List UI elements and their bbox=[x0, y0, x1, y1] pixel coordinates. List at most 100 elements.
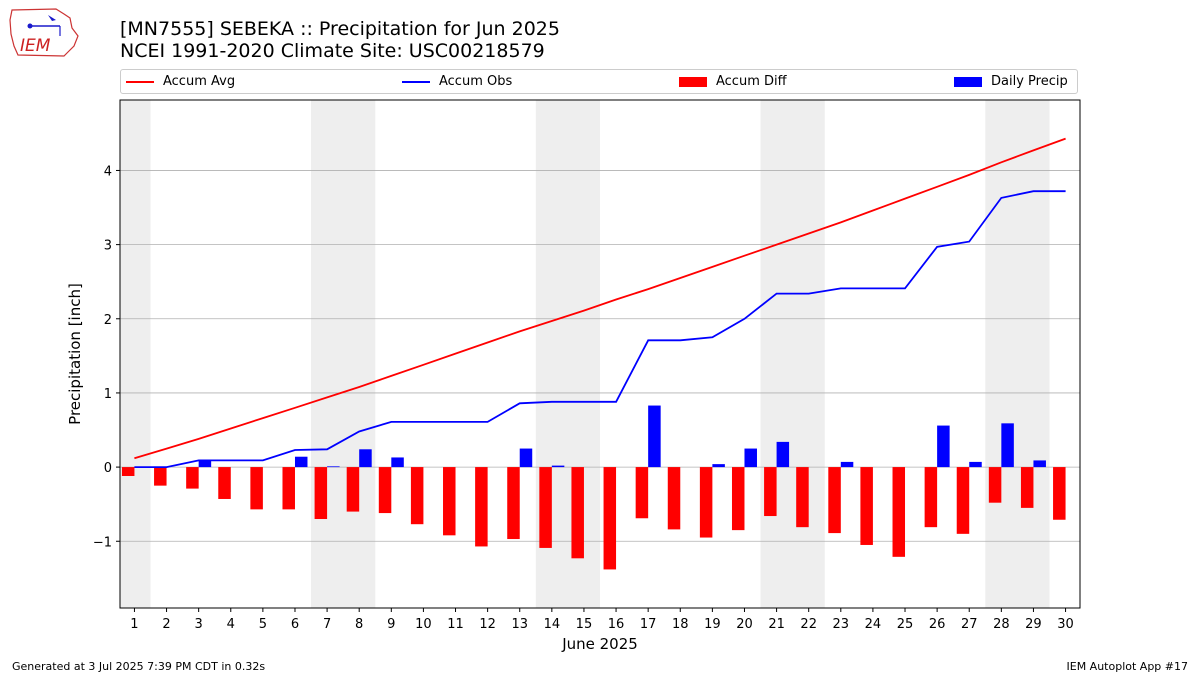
accum-diff-bar-24 bbox=[860, 467, 873, 545]
x-tick-label-6: 6 bbox=[291, 617, 299, 632]
chart-title: [MN7555] SEBEKA :: Precipitation for Jun… bbox=[120, 18, 560, 40]
legend-swatch-daily-precip bbox=[954, 76, 982, 87]
legend-label-daily-precip: Daily Precip bbox=[991, 74, 1068, 89]
accum-diff-bar-17 bbox=[635, 467, 649, 519]
x-tick-label-9: 9 bbox=[387, 617, 395, 632]
daily-precip-bar-21 bbox=[776, 441, 790, 468]
x-tick-label-23: 23 bbox=[833, 617, 850, 632]
x-tick-label-5: 5 bbox=[259, 617, 267, 632]
y-tick-label-0: 0 bbox=[104, 461, 112, 476]
x-tick-label-24: 24 bbox=[865, 617, 882, 632]
accum-diff-bar-30 bbox=[1053, 467, 1066, 520]
x-tick-label-3: 3 bbox=[195, 617, 203, 632]
accum-diff-bar-23 bbox=[828, 467, 841, 534]
accum-diff-bar-27 bbox=[956, 467, 970, 534]
weekend-band-5 bbox=[985, 100, 1050, 608]
accum-diff-bar-25 bbox=[892, 467, 906, 557]
legend-label-accum-diff: Accum Diff bbox=[716, 74, 787, 89]
x-tick-label-11: 11 bbox=[447, 617, 464, 632]
x-tick-label-21: 21 bbox=[768, 617, 785, 632]
x-tick-label-20: 20 bbox=[736, 617, 753, 632]
accum-diff-bar-12 bbox=[475, 467, 488, 547]
legend-item-accum-diff: Accum Diff bbox=[679, 70, 787, 93]
x-tick-label-14: 14 bbox=[544, 617, 561, 632]
weekend-band-4 bbox=[760, 100, 825, 608]
daily-precip-bar-27 bbox=[969, 461, 982, 468]
x-tick-label-25: 25 bbox=[897, 617, 914, 632]
legend-label-accum-avg: Accum Avg bbox=[163, 74, 236, 89]
weekend-band-2 bbox=[311, 100, 376, 608]
daily-precip-bar-7 bbox=[327, 466, 340, 468]
accum-diff-bar-18 bbox=[667, 467, 681, 530]
daily-precip-bar-8 bbox=[359, 449, 372, 468]
accum-diff-bar-3 bbox=[186, 467, 199, 489]
accum-diff-bar-14 bbox=[539, 467, 552, 548]
daily-precip-bar-3 bbox=[198, 460, 212, 468]
x-tick-label-8: 8 bbox=[355, 617, 363, 632]
accum-diff-bar-11 bbox=[443, 467, 456, 536]
x-tick-label-2: 2 bbox=[162, 617, 170, 632]
accum-diff-bar-5 bbox=[250, 467, 263, 510]
y-tick-label--1: −1 bbox=[93, 535, 112, 550]
generated-timestamp: Generated at 3 Jul 2025 7:39 PM CDT in 0… bbox=[12, 660, 266, 673]
x-tick-label-7: 7 bbox=[323, 617, 331, 632]
accum-diff-bar-22 bbox=[796, 467, 809, 528]
accum-diff-bar-10 bbox=[410, 467, 424, 525]
daily-precip-bar-17 bbox=[648, 405, 661, 468]
x-tick-label-10: 10 bbox=[415, 617, 432, 632]
chart-legend: Accum Avg Accum Obs Accum Diff Daily Pre… bbox=[120, 69, 1078, 94]
y-tick-label-2: 2 bbox=[104, 313, 112, 328]
accum-diff-bar-19 bbox=[699, 467, 713, 538]
x-tick-label-17: 17 bbox=[640, 617, 657, 632]
daily-precip-bar-14 bbox=[551, 465, 565, 468]
y-axis-label: Precipitation [inch] bbox=[66, 283, 84, 425]
accum-diff-bar-6 bbox=[282, 467, 295, 510]
legend-swatch-accum-avg bbox=[126, 80, 154, 83]
accum-diff-bar-13 bbox=[507, 467, 520, 540]
daily-precip-bar-13 bbox=[519, 448, 533, 468]
accum-diff-bar-26 bbox=[924, 467, 938, 528]
x-tick-label-4: 4 bbox=[227, 617, 235, 632]
x-tick-label-13: 13 bbox=[511, 617, 528, 632]
y-tick-label-1: 1 bbox=[104, 387, 112, 402]
legend-label-accum-obs: Accum Obs bbox=[439, 74, 513, 89]
accum-diff-bar-16 bbox=[603, 467, 617, 570]
daily-precip-bar-19 bbox=[712, 464, 725, 468]
accum-diff-bar-2 bbox=[154, 467, 167, 486]
daily-precip-bar-28 bbox=[1001, 423, 1014, 468]
legend-item-accum-avg: Accum Avg bbox=[126, 70, 235, 93]
accum-obs-line bbox=[134, 190, 1066, 469]
x-tick-label-22: 22 bbox=[800, 617, 817, 632]
accum-diff-bar-8 bbox=[346, 467, 360, 512]
accum-diff-bar-15 bbox=[571, 467, 584, 559]
legend-item-daily-precip: Daily Precip bbox=[954, 70, 1068, 93]
daily-precip-bar-23 bbox=[840, 461, 854, 468]
y-tick-label-3: 3 bbox=[104, 239, 112, 254]
x-tick-label-26: 26 bbox=[929, 617, 946, 632]
accum-diff-bar-4 bbox=[218, 467, 231, 499]
daily-precip-bar-6 bbox=[294, 456, 308, 468]
legend-swatch-accum-obs bbox=[402, 80, 430, 83]
app-credit: IEM Autoplot App #17 bbox=[1066, 660, 1189, 673]
x-tick-label-18: 18 bbox=[672, 617, 689, 632]
daily-precip-bar-29 bbox=[1033, 460, 1046, 468]
x-tick-label-27: 27 bbox=[961, 617, 978, 632]
chart-subtitle: NCEI 1991-2020 Climate Site: USC00218579 bbox=[120, 40, 545, 62]
y-tick-label-4: 4 bbox=[104, 164, 112, 179]
accum-diff-bar-7 bbox=[314, 467, 328, 520]
daily-precip-bar-20 bbox=[744, 448, 757, 468]
weekend-band-1 bbox=[120, 100, 151, 608]
x-tick-label-28: 28 bbox=[993, 617, 1010, 632]
x-axis-label: June 2025 bbox=[561, 635, 638, 653]
daily-precip-bar-26 bbox=[937, 425, 950, 468]
accum-diff-bar-20 bbox=[731, 467, 745, 531]
accum-diff-bar-28 bbox=[988, 467, 1002, 503]
iem-logo: IEM bbox=[8, 6, 80, 58]
x-tick-label-16: 16 bbox=[608, 617, 625, 632]
accum-diff-bar-1 bbox=[121, 467, 135, 476]
accum-avg-line bbox=[134, 137, 1066, 460]
daily-precip-bar-9 bbox=[391, 457, 404, 468]
legend-item-accum-obs: Accum Obs bbox=[402, 70, 512, 93]
x-tick-label-12: 12 bbox=[479, 617, 496, 632]
